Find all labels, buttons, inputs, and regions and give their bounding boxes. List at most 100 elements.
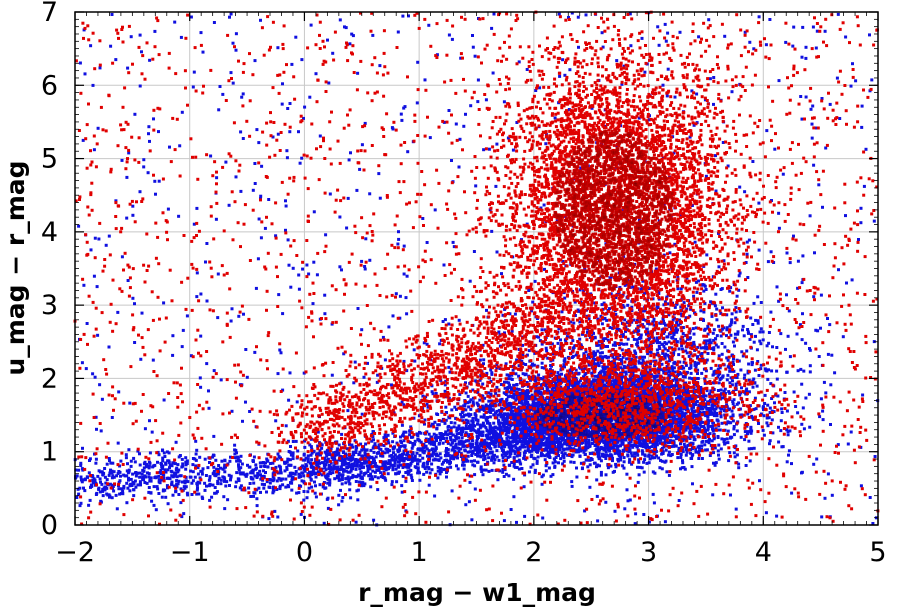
data-point xyxy=(509,394,513,398)
data-point xyxy=(566,379,570,383)
data-point xyxy=(511,368,515,372)
data-point xyxy=(488,415,492,419)
data-point xyxy=(453,405,457,409)
data-point xyxy=(735,402,739,406)
data-point xyxy=(636,465,639,469)
data-point xyxy=(467,412,470,416)
data-point xyxy=(672,416,675,420)
data-point xyxy=(765,421,769,425)
data-point xyxy=(728,381,732,385)
data-point xyxy=(692,435,696,439)
data-point xyxy=(780,407,784,411)
data-point xyxy=(590,434,594,438)
data-point xyxy=(503,468,507,472)
data-point xyxy=(745,424,749,428)
data-point xyxy=(700,457,704,460)
data-point xyxy=(556,445,560,449)
data-point xyxy=(500,397,504,401)
data-point xyxy=(450,408,454,412)
data-point xyxy=(486,452,490,456)
data-point xyxy=(536,448,540,452)
data-point xyxy=(694,450,698,454)
data-point xyxy=(540,366,544,370)
data-point xyxy=(518,417,522,421)
data-point xyxy=(670,415,674,419)
data-point xyxy=(614,462,618,466)
data-point xyxy=(523,373,527,377)
data-point xyxy=(540,392,544,396)
data-point xyxy=(692,438,696,442)
data-point xyxy=(566,453,570,457)
data-point xyxy=(499,421,503,425)
data-point xyxy=(624,370,628,374)
data-point xyxy=(680,415,684,418)
data-point xyxy=(555,418,559,422)
data-point xyxy=(739,435,743,439)
data-point xyxy=(622,456,626,460)
data-point xyxy=(662,394,666,398)
data-point xyxy=(542,402,546,406)
data-point xyxy=(621,448,625,452)
data-point xyxy=(646,445,650,449)
data-point xyxy=(455,407,458,411)
data-point xyxy=(477,404,480,408)
data-point xyxy=(695,414,699,417)
data-point xyxy=(794,405,798,408)
data-point xyxy=(631,374,635,378)
data-point xyxy=(763,393,767,397)
data-point xyxy=(779,429,783,433)
data-point xyxy=(650,445,654,449)
data-point xyxy=(469,413,473,417)
data-point xyxy=(464,408,468,412)
data-point xyxy=(457,450,461,453)
data-point xyxy=(635,445,639,449)
data-point xyxy=(620,441,624,445)
data-point xyxy=(458,392,462,396)
data-point xyxy=(704,448,708,452)
data-point xyxy=(689,422,693,425)
data-point xyxy=(576,424,580,427)
data-point xyxy=(762,414,766,418)
data-point xyxy=(663,356,667,360)
data-point xyxy=(701,407,705,411)
data-point xyxy=(575,407,579,411)
data-point xyxy=(489,407,493,411)
data-point xyxy=(614,380,618,384)
data-point xyxy=(629,377,633,381)
data-point xyxy=(641,452,645,456)
data-point xyxy=(712,414,716,418)
data-point xyxy=(721,396,725,400)
data-point xyxy=(768,406,772,410)
data-point xyxy=(651,470,655,474)
data-point xyxy=(647,453,651,457)
data-point xyxy=(575,466,578,470)
data-point xyxy=(478,378,482,382)
data-point xyxy=(698,429,702,433)
data-point xyxy=(526,389,530,393)
data-point xyxy=(533,468,537,472)
data-point xyxy=(591,442,594,445)
data-point xyxy=(523,392,527,396)
data-point xyxy=(534,427,538,431)
data-point xyxy=(689,457,693,460)
data-point xyxy=(534,402,538,406)
data-point xyxy=(717,424,721,428)
data-point xyxy=(445,411,448,414)
data-point xyxy=(634,436,638,440)
data-point xyxy=(643,454,647,458)
data-point xyxy=(712,437,716,441)
data-point xyxy=(611,456,614,460)
data-point xyxy=(679,456,683,459)
data-point xyxy=(542,427,545,430)
data-point xyxy=(340,432,344,436)
data-point xyxy=(592,362,596,366)
data-point xyxy=(556,371,560,375)
data-point xyxy=(598,464,601,468)
data-point xyxy=(471,388,475,392)
data-point xyxy=(717,453,720,457)
data-point xyxy=(515,454,519,458)
data-point xyxy=(519,440,523,443)
data-point xyxy=(732,451,736,455)
data-point xyxy=(557,461,560,465)
data-point xyxy=(563,357,567,361)
